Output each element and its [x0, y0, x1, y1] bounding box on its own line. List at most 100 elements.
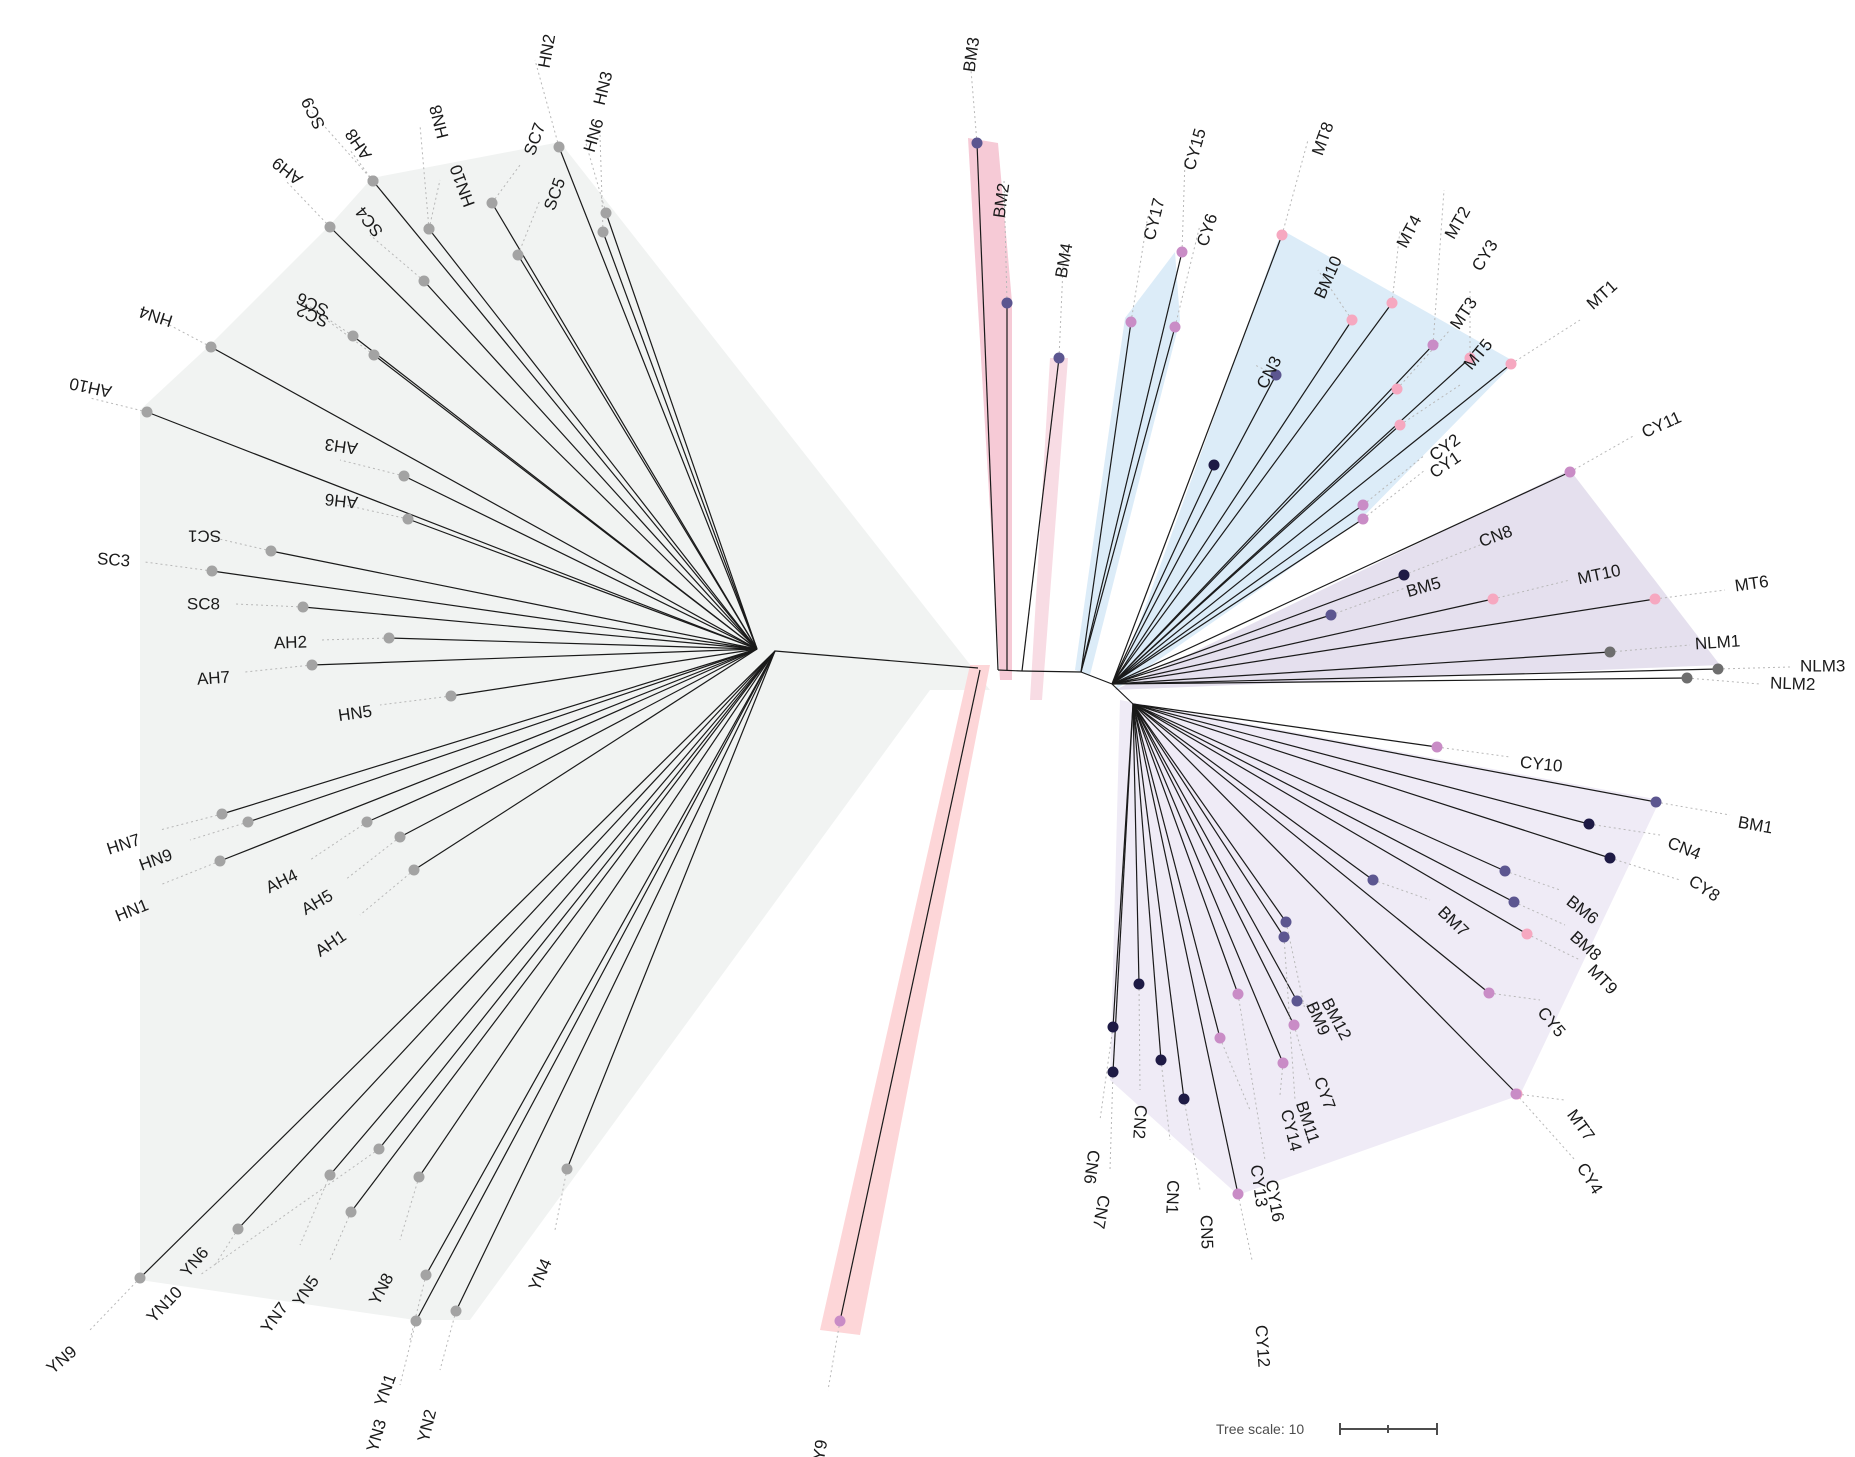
- tree-branch: [1111, 471, 1571, 685]
- tree-branch: [1132, 703, 1295, 1026]
- leaf-label-sc3: SC3: [96, 549, 130, 570]
- leaf-label-mt8: MT8: [1308, 119, 1337, 157]
- tree-branch: [247, 648, 758, 823]
- leader-line: [1237, 993, 1266, 1161]
- leaf-node-bm7: [1367, 874, 1379, 886]
- leaf-node-bm8: [1508, 896, 1520, 908]
- leaf-node-hn3: [597, 226, 609, 238]
- leader-line: [1717, 666, 1791, 670]
- tree-branch: [399, 648, 758, 838]
- leaf-node-cy2: [1357, 499, 1369, 511]
- leaf-label-yn9: YN9: [43, 1342, 81, 1378]
- tree-branch: [1111, 574, 1405, 685]
- leader-line: [1109, 1071, 1114, 1171]
- leaf-node-cy11: [1564, 466, 1576, 478]
- leaf-node-yn6: [232, 1223, 244, 1235]
- leaf-node-ah1: [408, 864, 420, 876]
- leaf-node-nlm1: [1604, 646, 1616, 658]
- leader-line: [970, 69, 978, 144]
- tree-branch: [1132, 703, 1140, 985]
- leaf-node-cy6: [1169, 321, 1181, 333]
- leaf-node-cy1: [1357, 513, 1369, 525]
- leaf-label-ah6: AH6: [324, 490, 359, 512]
- leader-line: [144, 561, 213, 572]
- tree-branch: [1132, 703, 1490, 994]
- leaf-label-mt4: MT4: [1393, 212, 1426, 251]
- tree-branch: [1111, 683, 1134, 705]
- leader-line: [1516, 1093, 1566, 1101]
- leaf-node-hn6: [600, 207, 612, 219]
- tree-branch: [1132, 703, 1611, 859]
- leader-line: [1281, 139, 1309, 236]
- leaf-node-cy5: [1483, 987, 1495, 999]
- leaf-node-bm6: [1499, 865, 1511, 877]
- tree-branch: [1132, 703, 1298, 1002]
- leader-line: [1372, 879, 1431, 901]
- leader-line: [1655, 801, 1731, 816]
- leaf-label-nlm2: NLM2: [1770, 673, 1816, 694]
- leaf-node-hn5: [445, 690, 457, 702]
- tree-branch: [455, 650, 776, 1312]
- leader-line: [1219, 1037, 1251, 1111]
- leaf-label-yn2: YN2: [414, 1407, 440, 1444]
- tree-branch: [428, 228, 758, 650]
- tree-branch: [237, 650, 776, 1230]
- leader-line: [214, 1228, 239, 1266]
- tree-branch: [1111, 374, 1277, 685]
- leaf-node-bm1: [1650, 796, 1662, 808]
- clade-red-shading: [820, 665, 990, 1335]
- clade-grey-shading: [140, 142, 990, 1320]
- tree-branch: [1132, 703, 1528, 935]
- tree-branch: [403, 475, 758, 650]
- tree-branch: [1132, 703, 1284, 1064]
- leader-line: [1432, 189, 1445, 346]
- leaf-node-sc9: [367, 175, 379, 187]
- leaf-label-ah2: AH2: [274, 632, 308, 652]
- leader-line: [439, 1310, 457, 1371]
- leaf-node-cy10: [1431, 741, 1443, 753]
- leaf-label-cy3: CY3: [1468, 236, 1502, 274]
- tree-branch: [1111, 302, 1393, 685]
- leader-line: [244, 664, 313, 673]
- leaf-label-cy17: CY17: [1140, 196, 1169, 242]
- leaf-label-hn6: HN6: [580, 116, 608, 154]
- leaf-label-ah7: AH7: [196, 668, 230, 689]
- leaf-label-cy15: CY15: [1180, 126, 1210, 172]
- tree-branch: [352, 335, 758, 650]
- tree-branch: [415, 650, 776, 1322]
- leader-line: [234, 603, 304, 608]
- leaf-node-yn4: [561, 1163, 573, 1175]
- leader-line: [1686, 677, 1761, 685]
- tree-branch: [270, 550, 758, 650]
- leaf-node-mt8: [1276, 229, 1288, 241]
- leader-line: [1436, 746, 1511, 758]
- leaf-label-ah3: AH3: [324, 435, 359, 458]
- leader-line: [1296, 1000, 1321, 1011]
- leaf-node-cn3b: [1208, 459, 1220, 471]
- leader-line: [319, 314, 375, 356]
- leader-line: [1609, 857, 1681, 881]
- tree-branch: [425, 650, 776, 1276]
- leaf-label-hn4: HN4: [137, 302, 175, 331]
- tree-branch: [491, 202, 758, 650]
- leader-line: [1362, 469, 1426, 520]
- leaf-node-cy4: [1510, 1088, 1522, 1100]
- leaf-node-cy3: [1464, 352, 1476, 364]
- tree-branch: [372, 180, 758, 650]
- tree-branch: [1080, 251, 1183, 673]
- leaf-label-cn2: CN2: [1129, 1104, 1150, 1139]
- leaf-node-sc8: [297, 601, 309, 613]
- leaf-node-sc1: [265, 545, 277, 557]
- leaf-node-mt3: [1391, 383, 1403, 395]
- tree-branch: [1132, 703, 1506, 872]
- leaf-node-yn2: [450, 1305, 462, 1317]
- leaf-label-mt6: MT6: [1734, 572, 1770, 596]
- tree-branch: [774, 650, 979, 669]
- leaf-node-mt2: [1427, 339, 1439, 351]
- leaf-label-hn7: HN7: [104, 830, 142, 859]
- tree-branch: [407, 518, 758, 650]
- leaf-node-bm5: [1325, 609, 1337, 621]
- leader-line: [1254, 364, 1277, 376]
- tree-branch: [1111, 363, 1512, 685]
- tree-branch: [1080, 671, 1113, 685]
